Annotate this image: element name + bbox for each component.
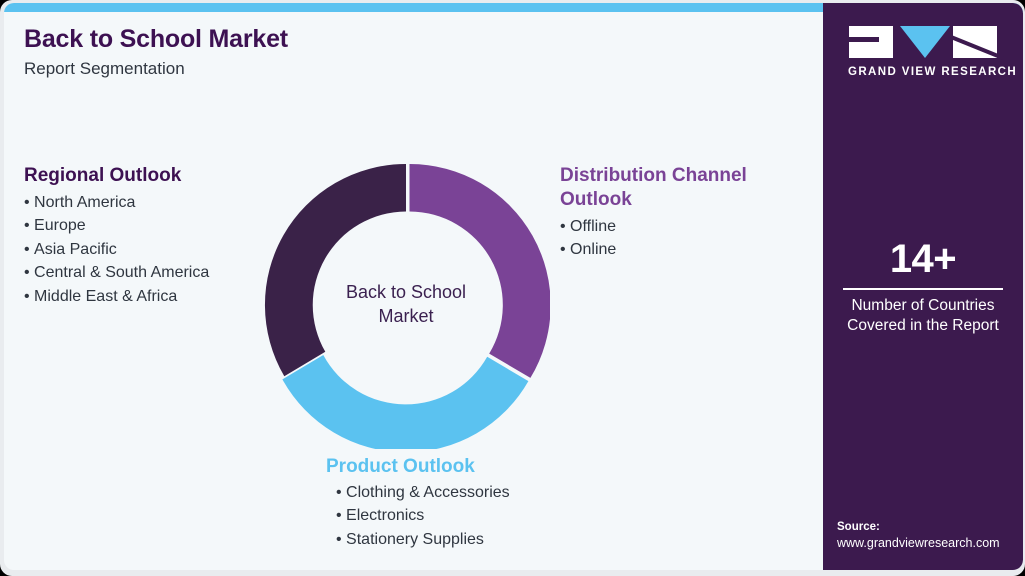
header: Back to School Market Report Segmentatio… (24, 25, 624, 79)
segment-heading-product: Product Outlook (326, 456, 475, 477)
segment-list-product: Clothing & Accessories Electronics Stati… (326, 481, 626, 552)
stat-value: 14+ (889, 237, 957, 281)
source-block: Source: www.grandviewresearch.com (837, 520, 1023, 552)
stat-label: Number of Countries Covered in the Repor… (823, 296, 1023, 337)
source-label: Source: (837, 520, 880, 533)
list-item: Offline (560, 215, 790, 239)
main-card: Back to School Market Report Segmentatio… (4, 3, 1023, 570)
list-item: Middle East & Africa (24, 285, 284, 309)
segment-list-distribution: Offline Online (560, 215, 790, 262)
source-url[interactable]: www.grandviewresearch.com (837, 536, 1000, 551)
segment-regional-outlook: Regional Outlook North America Europe As… (24, 164, 284, 308)
stat-divider (843, 288, 1003, 290)
side-panel: GRAND VIEW RESEARCH 14+ Number of Countr… (823, 3, 1023, 570)
logo-wordmark: GRAND VIEW RESEARCH (848, 66, 1018, 78)
segment-heading-distribution: Distribution Channel Outlook (560, 164, 790, 212)
segment-distribution-outlook: Distribution Channel Outlook Offline Onl… (560, 164, 790, 262)
logo-letter-r-icon (953, 26, 997, 58)
list-item: Online (560, 238, 790, 262)
list-item: Stationery Supplies (326, 528, 626, 552)
page-title: Back to School Market (24, 25, 288, 53)
logo-letter-v-triangle-icon (900, 26, 950, 58)
stat-label-line-1: Number of Countries (851, 297, 995, 314)
segment-product-outlook: Product Outlook Clothing & Accessories E… (326, 455, 626, 551)
list-item: Asia Pacific (24, 238, 284, 262)
segment-heading-distribution-line-2: Outlook (560, 188, 632, 210)
logo-letter-g-icon (849, 26, 893, 58)
grand-view-research-logo: GRAND VIEW RESEARCH (848, 26, 1018, 78)
segment-heading-regional: Regional Outlook (24, 165, 182, 186)
page-subtitle: Report Segmentation (24, 58, 185, 78)
list-item: Central & South America (24, 261, 284, 285)
list-item: Europe (24, 214, 284, 238)
donut-chart: Back to School Market (262, 161, 551, 453)
donut-chart-svg (264, 163, 551, 453)
segment-heading-distribution-line-1: Distribution Channel (560, 165, 747, 186)
donut-segment-distribution[interactable] (409, 163, 551, 378)
list-item: Clothing & Accessories (326, 481, 626, 505)
top-accent-bar (4, 3, 1023, 12)
segment-list-regional: North America Europe Asia Pacific Centra… (24, 191, 284, 309)
list-item: North America (24, 191, 284, 215)
donut-segment-regional[interactable] (264, 163, 406, 377)
list-item: Electronics (326, 504, 626, 528)
donut-segment-product[interactable] (282, 355, 529, 453)
logo-marks (848, 26, 998, 58)
stat-label-line-2: Covered in the Report (847, 317, 999, 335)
stat-block: 14+ Number of Countries Covered in the R… (823, 239, 1023, 337)
